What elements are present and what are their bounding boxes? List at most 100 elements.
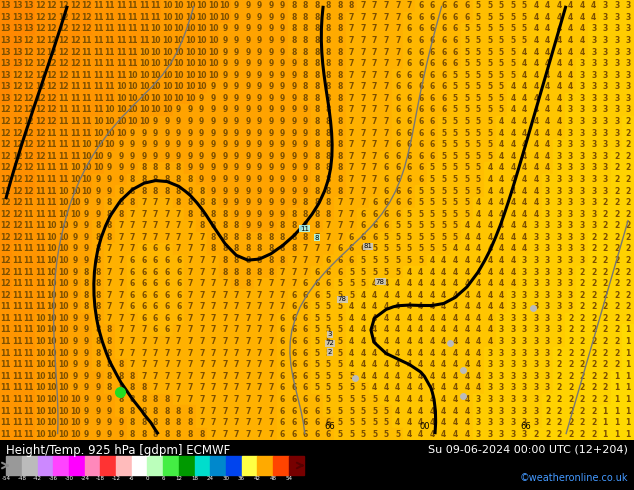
- Bar: [519, 197, 530, 208]
- Bar: [496, 232, 507, 243]
- Bar: [115, 301, 127, 313]
- Text: 6: 6: [430, 82, 435, 91]
- Text: 4: 4: [395, 407, 400, 416]
- Text: 6: 6: [130, 302, 135, 311]
- Bar: [0, 359, 11, 370]
- Text: 9: 9: [210, 105, 216, 115]
- Text: 4: 4: [499, 175, 504, 184]
- Bar: [623, 301, 634, 313]
- Text: 5: 5: [349, 418, 354, 427]
- Bar: [611, 243, 623, 255]
- Text: 5: 5: [326, 372, 331, 381]
- Text: 6: 6: [153, 314, 158, 323]
- Text: 7: 7: [384, 1, 389, 10]
- Text: 6: 6: [395, 163, 400, 172]
- Bar: [242, 336, 254, 347]
- Bar: [104, 359, 115, 370]
- Bar: [127, 23, 138, 35]
- Text: 3: 3: [533, 349, 539, 358]
- Text: 4: 4: [406, 325, 412, 335]
- Bar: [69, 290, 81, 301]
- Text: 3: 3: [591, 152, 597, 161]
- Bar: [438, 35, 450, 47]
- Text: 4: 4: [349, 360, 354, 369]
- Text: 3: 3: [614, 117, 619, 126]
- Bar: [288, 93, 300, 104]
- Bar: [207, 393, 219, 405]
- Text: 5: 5: [476, 140, 481, 149]
- Bar: [254, 162, 265, 173]
- Text: 11: 11: [93, 36, 103, 45]
- Text: 5: 5: [499, 48, 504, 57]
- Text: 7: 7: [210, 314, 216, 323]
- Text: 6: 6: [372, 233, 377, 242]
- Bar: [588, 93, 599, 104]
- Text: 11: 11: [23, 256, 34, 265]
- Bar: [92, 185, 104, 197]
- Text: 13: 13: [1, 82, 11, 91]
- Text: 11: 11: [23, 302, 34, 311]
- Bar: [300, 173, 311, 185]
- Bar: [323, 0, 334, 12]
- Bar: [92, 324, 104, 336]
- Text: 12: 12: [58, 24, 68, 33]
- Text: 5: 5: [349, 268, 354, 277]
- Bar: [484, 301, 496, 313]
- Bar: [496, 70, 507, 81]
- Bar: [496, 278, 507, 290]
- Bar: [450, 255, 461, 267]
- Text: 13: 13: [1, 71, 11, 80]
- Bar: [415, 35, 427, 47]
- Bar: [438, 127, 450, 139]
- Text: 3: 3: [499, 407, 504, 416]
- Text: 4: 4: [453, 395, 458, 404]
- Text: 9: 9: [153, 140, 158, 149]
- Text: 6: 6: [303, 349, 308, 358]
- Bar: [496, 359, 507, 370]
- Bar: [104, 290, 115, 301]
- Bar: [35, 139, 46, 150]
- Text: 2: 2: [591, 325, 597, 335]
- Text: 8: 8: [314, 105, 320, 115]
- Text: 72: 72: [325, 340, 334, 346]
- Bar: [53, 456, 69, 475]
- Bar: [138, 58, 150, 70]
- Text: 10: 10: [35, 360, 46, 369]
- Text: 10: 10: [47, 221, 57, 230]
- Bar: [196, 347, 207, 359]
- Text: 11: 11: [47, 210, 57, 219]
- Bar: [542, 336, 553, 347]
- Bar: [599, 301, 611, 313]
- Bar: [519, 278, 530, 290]
- Bar: [81, 428, 92, 440]
- Text: 3: 3: [591, 187, 597, 196]
- Text: 7: 7: [268, 349, 274, 358]
- Text: 4: 4: [488, 187, 493, 196]
- Bar: [599, 232, 611, 243]
- Bar: [0, 336, 11, 347]
- Text: 10: 10: [116, 94, 126, 103]
- Bar: [265, 139, 276, 150]
- Bar: [35, 0, 46, 12]
- Text: 9: 9: [245, 48, 250, 57]
- Text: 7: 7: [372, 187, 377, 196]
- Text: 5: 5: [441, 163, 446, 172]
- Bar: [127, 428, 138, 440]
- Bar: [323, 393, 334, 405]
- Text: 11: 11: [23, 325, 34, 335]
- Bar: [69, 58, 81, 70]
- Text: 6: 6: [153, 245, 158, 253]
- Bar: [358, 70, 369, 81]
- Bar: [611, 150, 623, 162]
- Bar: [276, 70, 288, 81]
- Text: 2: 2: [545, 407, 550, 416]
- Bar: [461, 382, 472, 393]
- Bar: [127, 150, 138, 162]
- Bar: [81, 150, 92, 162]
- Bar: [58, 150, 69, 162]
- Bar: [472, 150, 484, 162]
- Text: 3: 3: [557, 314, 562, 323]
- Bar: [69, 0, 81, 12]
- Text: 11: 11: [1, 430, 11, 439]
- Bar: [184, 139, 196, 150]
